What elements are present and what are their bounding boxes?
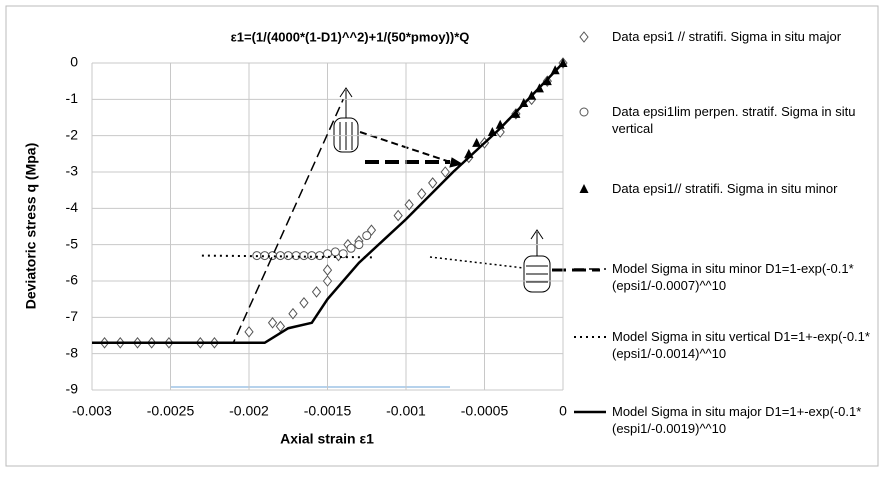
annotations — [170, 87, 600, 388]
diamond-point — [267, 316, 278, 329]
legend-marker — [574, 268, 606, 270]
legend-item: Model Sigma in situ major D1=1+-exp(-0.1… — [572, 403, 880, 437]
diamond-point — [244, 326, 254, 338]
y-tick-label: -6 — [66, 272, 79, 288]
circle-point — [307, 251, 317, 261]
legend-label: Model Sigma in situ vertical D1=1+-exp(-… — [612, 329, 870, 361]
x-tick-label: -0.0015 — [304, 403, 352, 419]
diamond-point — [322, 275, 333, 287]
legend-label: Model Sigma in situ major D1=1+-exp(-0.1… — [612, 404, 862, 436]
circle-point — [346, 243, 356, 253]
legend-item: Model Sigma in situ vertical D1=1+-exp(-… — [572, 328, 880, 362]
diamond-point — [299, 296, 309, 309]
legend-marker — [579, 31, 589, 43]
y-tick-label: -2 — [66, 126, 79, 142]
y-tick-label: -4 — [66, 199, 79, 215]
circle-point — [299, 251, 309, 261]
circle-point — [283, 251, 293, 261]
diamond-point — [417, 187, 427, 200]
triangle-point — [579, 184, 589, 193]
circle-point — [315, 251, 325, 261]
legend-label: Data epsi1// stratifi. Sigma in situ min… — [612, 181, 838, 196]
y-axis-label: Deviatoric stress q (Mpa) — [23, 143, 39, 310]
legend-marker — [574, 336, 606, 338]
legend-label: Data epsi1lim perpen. stratif. Sigma in … — [612, 104, 856, 136]
legend-item: Data epsi1lim perpen. stratif. Sigma in … — [572, 103, 880, 137]
legend-item: Data epsi1// stratifi. Sigma in situ min… — [572, 180, 880, 197]
x-tick-label: -0.0025 — [147, 403, 195, 419]
y-tick-label: 0 — [70, 54, 78, 70]
y-tick-label: -5 — [66, 235, 79, 251]
x-tick-label: -0.002 — [229, 403, 269, 419]
model-line — [92, 62, 564, 345]
circle-point — [330, 247, 340, 257]
legend-marker — [574, 410, 606, 414]
x-axis-label: Axial strain ε1 — [280, 431, 374, 447]
diamond-point — [322, 264, 333, 276]
circle-point — [338, 249, 348, 259]
y-tick-label: -1 — [66, 90, 79, 106]
diamond-point — [393, 209, 403, 222]
y-tick-label: -8 — [66, 344, 79, 360]
x-tick-label: -0.0005 — [461, 403, 509, 419]
diamond-point — [311, 286, 322, 298]
diamond-point — [428, 177, 438, 189]
diamond-point — [579, 31, 589, 43]
legend-item: Data epsi1 // stratifi. Sigma in situ ma… — [572, 28, 880, 45]
circle-point — [354, 240, 364, 250]
legend-label: Model Sigma in situ minor D1=1-exp(-0.1*… — [612, 261, 854, 293]
legend-label: Data epsi1 // stratifi. Sigma in situ ma… — [612, 29, 842, 44]
circle-point — [362, 231, 372, 241]
diamond-point — [404, 198, 414, 211]
diamond-point — [288, 307, 298, 320]
y-tick-label: -3 — [66, 163, 79, 179]
circle-point — [260, 251, 270, 261]
x-tick-label: 0 — [559, 403, 567, 419]
y-tick-label: -7 — [66, 308, 79, 324]
legend-marker — [579, 184, 589, 193]
legend-item: Model Sigma in situ minor D1=1-exp(-0.1*… — [572, 260, 880, 294]
x-tick-label: -0.001 — [386, 403, 426, 419]
diamond-point — [440, 166, 450, 178]
legend-marker — [579, 107, 589, 117]
triangle-point — [472, 137, 482, 147]
chart-title: ε1=(1/(4000*(1-D1)^^2)+1/(50*pmoy))*Q — [231, 29, 470, 44]
y-tick-label: -9 — [66, 381, 79, 397]
circle-point — [323, 249, 332, 259]
circle-point — [579, 107, 589, 117]
diamond-point — [275, 320, 286, 333]
chart-border — [5, 5, 879, 467]
x-tick-label: -0.003 — [72, 403, 112, 419]
